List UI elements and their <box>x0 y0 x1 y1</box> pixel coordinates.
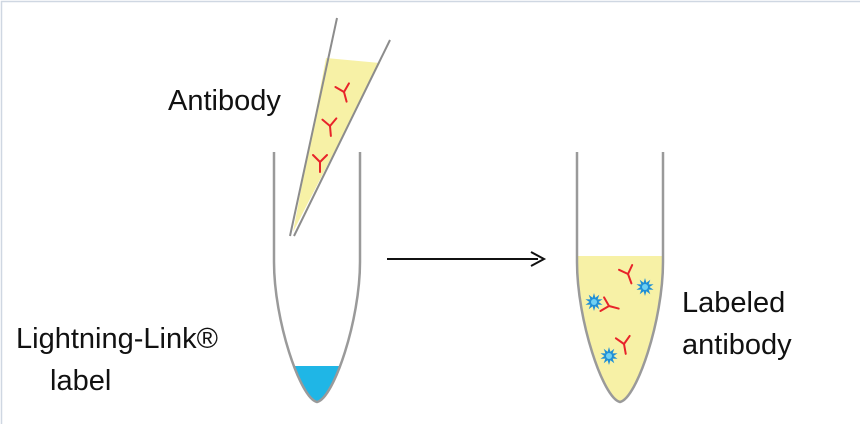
antibody-label: Antibody <box>168 85 281 117</box>
right-tube-outline <box>575 152 665 404</box>
lightning-link-label-line1: Lightning-Link® <box>16 323 218 355</box>
antibody-icon <box>334 82 350 103</box>
fluorophore-icon <box>600 347 618 365</box>
left-tube-outline <box>272 152 362 404</box>
antibody-solution <box>293 58 380 232</box>
antibody-icon <box>599 296 620 312</box>
pipette-tip <box>289 17 391 237</box>
pipette-tip-right-edge <box>293 39 391 237</box>
fluorophore-icon <box>636 278 654 296</box>
labeled-antibody-tube <box>575 152 665 404</box>
antibody-icon <box>614 334 631 355</box>
antibody-icon <box>618 264 634 285</box>
labeled-antibody-label-line1: Labeled <box>682 287 786 319</box>
labeled-antibody-label-line2: antibody <box>682 329 792 361</box>
antibody-icon <box>312 154 328 173</box>
antibody-icon <box>321 117 338 137</box>
lightning-link-label-line2: label <box>50 365 112 397</box>
pipette-tip-left-edge <box>289 17 338 237</box>
reaction-arrow <box>387 251 547 267</box>
fluorophore-icon <box>585 293 603 311</box>
lightning-link-tube <box>272 152 362 404</box>
